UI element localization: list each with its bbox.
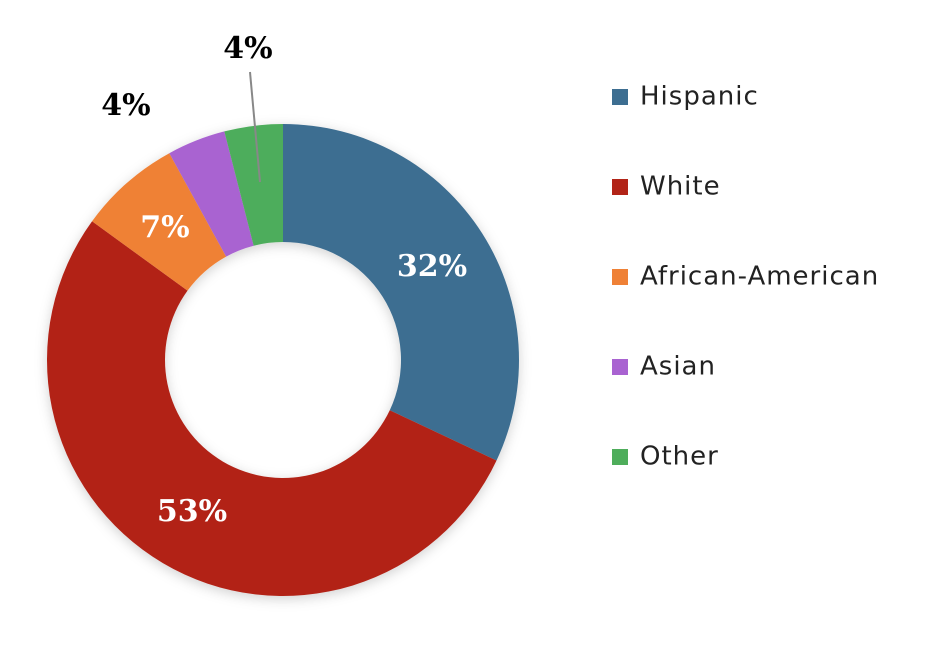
legend-swatch <box>612 359 628 375</box>
wedge <box>224 124 283 246</box>
legend-label: African-American <box>640 262 879 292</box>
data-label: 53% <box>157 494 227 529</box>
wedge <box>46 221 497 597</box>
data-label: 32% <box>397 249 467 284</box>
legend-label: Other <box>640 442 719 472</box>
data-label: 7% <box>140 210 189 245</box>
wedge <box>92 153 227 291</box>
donut <box>46 124 519 597</box>
wedge <box>283 124 519 461</box>
leader-line <box>249 71 261 183</box>
wedge <box>169 131 254 257</box>
legend-swatch <box>612 89 628 105</box>
data-label: 4% <box>223 31 272 66</box>
legend-label: Asian <box>640 352 716 382</box>
legend-swatch <box>612 179 628 195</box>
data-label: 4% <box>101 88 150 123</box>
legend-swatch <box>612 269 628 285</box>
legend-label: White <box>640 172 721 202</box>
legend-swatch <box>612 449 628 465</box>
legend-label: Hispanic <box>640 82 759 112</box>
